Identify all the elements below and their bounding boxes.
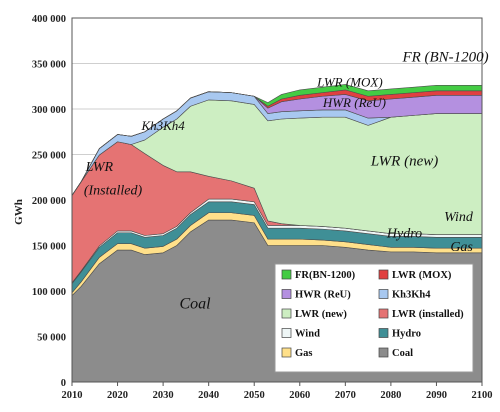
annotation-wind: Wind [444, 210, 474, 225]
annotation-fr-bn-1200: FR (BN-1200) [401, 50, 488, 66]
annotation-hydro: Hydro [386, 226, 422, 241]
x-tick-label-6: 2070 [335, 390, 356, 401]
legend-label-lwr-installed: LWR (installed) [392, 309, 464, 320]
legend-label-kh3kh4: Kh3Kh4 [392, 290, 431, 301]
y-tick-label-1: 50 000 [37, 333, 66, 344]
x-tick-label-5: 2060 [289, 390, 310, 401]
x-tick-label-9: 2100 [472, 390, 493, 401]
legend-label-hydro: Hydro [392, 329, 421, 340]
annotation-lwr-mox: LWR (MOX) [316, 74, 383, 89]
legend: FR(BN-1200) LWR (MOX) HWR (ReU) Kh3Kh4 LWR (… [274, 263, 474, 373]
legend-swatch-fr-bn-1200 [281, 269, 292, 280]
legend-box [274, 263, 474, 373]
legend-swatch-lwr-new [281, 308, 292, 319]
legend-swatch-wind [281, 328, 292, 338]
legend-label-fr-bn-1200: FR(BN-1200) [295, 270, 356, 281]
legend-label-coal: Coal [392, 348, 413, 359]
legend-label-hwr-reu: HWR (ReU) [295, 290, 351, 301]
y-tick-label-8: 400 000 [32, 14, 66, 25]
plot-border [71, 17, 483, 383]
y-axis-label: GWh [13, 199, 25, 225]
legend-swatch-gas [281, 347, 292, 358]
area-annotations: FR (BN-1200) LWR (MOX) HWR (ReU) Kh3Kh4 LWR (… [84, 50, 489, 313]
annotation-lwr: LWR [85, 160, 114, 175]
y-tick-labels: 0 50 000 100 000 150 000 200 000 250 000 300 0… [32, 14, 66, 389]
x-tick-label-3: 2040 [198, 390, 219, 401]
y-tick-label-6: 300 000 [32, 105, 66, 116]
annotation-kh3kh4: Kh3Kh4 [140, 118, 185, 133]
annotation-coal: Coal [179, 295, 211, 312]
y-tick-label-5: 250 000 [32, 151, 66, 162]
axes [71, 17, 483, 386]
legend-swatch-lwr-installed [378, 308, 389, 319]
legend-label-gas: Gas [295, 348, 313, 359]
y-tick-label-2: 100 000 [32, 287, 66, 298]
x-tick-label-7: 2080 [380, 390, 401, 401]
legend-label-wind: Wind [295, 329, 320, 340]
x-tick-label-4: 2050 [244, 390, 265, 401]
legend-swatch-kh3kh4 [378, 289, 389, 299]
annotation-hwr-reu: HWR (ReU) [322, 95, 386, 110]
annotation-gas: Gas [450, 240, 473, 255]
x-tick-label-1: 2020 [107, 390, 128, 401]
x-tick-label-0: 2010 [62, 390, 83, 401]
y-tick-label-0: 0 [61, 378, 66, 389]
y-tick-label-4: 200 000 [32, 196, 66, 207]
annotation-lwr-new: LWR (new) [370, 153, 438, 169]
y-tick-label-7: 350 000 [32, 60, 66, 71]
legend-label-lwr-mox: LWR (MOX) [392, 270, 452, 281]
legend-swatch-coal [378, 347, 389, 358]
legend-swatch-hwr-reu [281, 289, 292, 299]
x-tick-label-8: 2090 [426, 390, 447, 401]
annotation-installed: (Installed) [84, 184, 143, 199]
x-tick-label-2: 2030 [153, 390, 174, 401]
legend-swatch-lwr-mox [378, 269, 389, 280]
legend-label-lwr-new: LWR (new) [295, 309, 347, 320]
y-tick-label-3: 150 000 [32, 242, 66, 253]
x-tick-labels: 2010 2020 2030 2040 2050 2060 2070 2080 2090 2100 [62, 390, 493, 401]
legend-swatch-hydro [378, 328, 389, 338]
